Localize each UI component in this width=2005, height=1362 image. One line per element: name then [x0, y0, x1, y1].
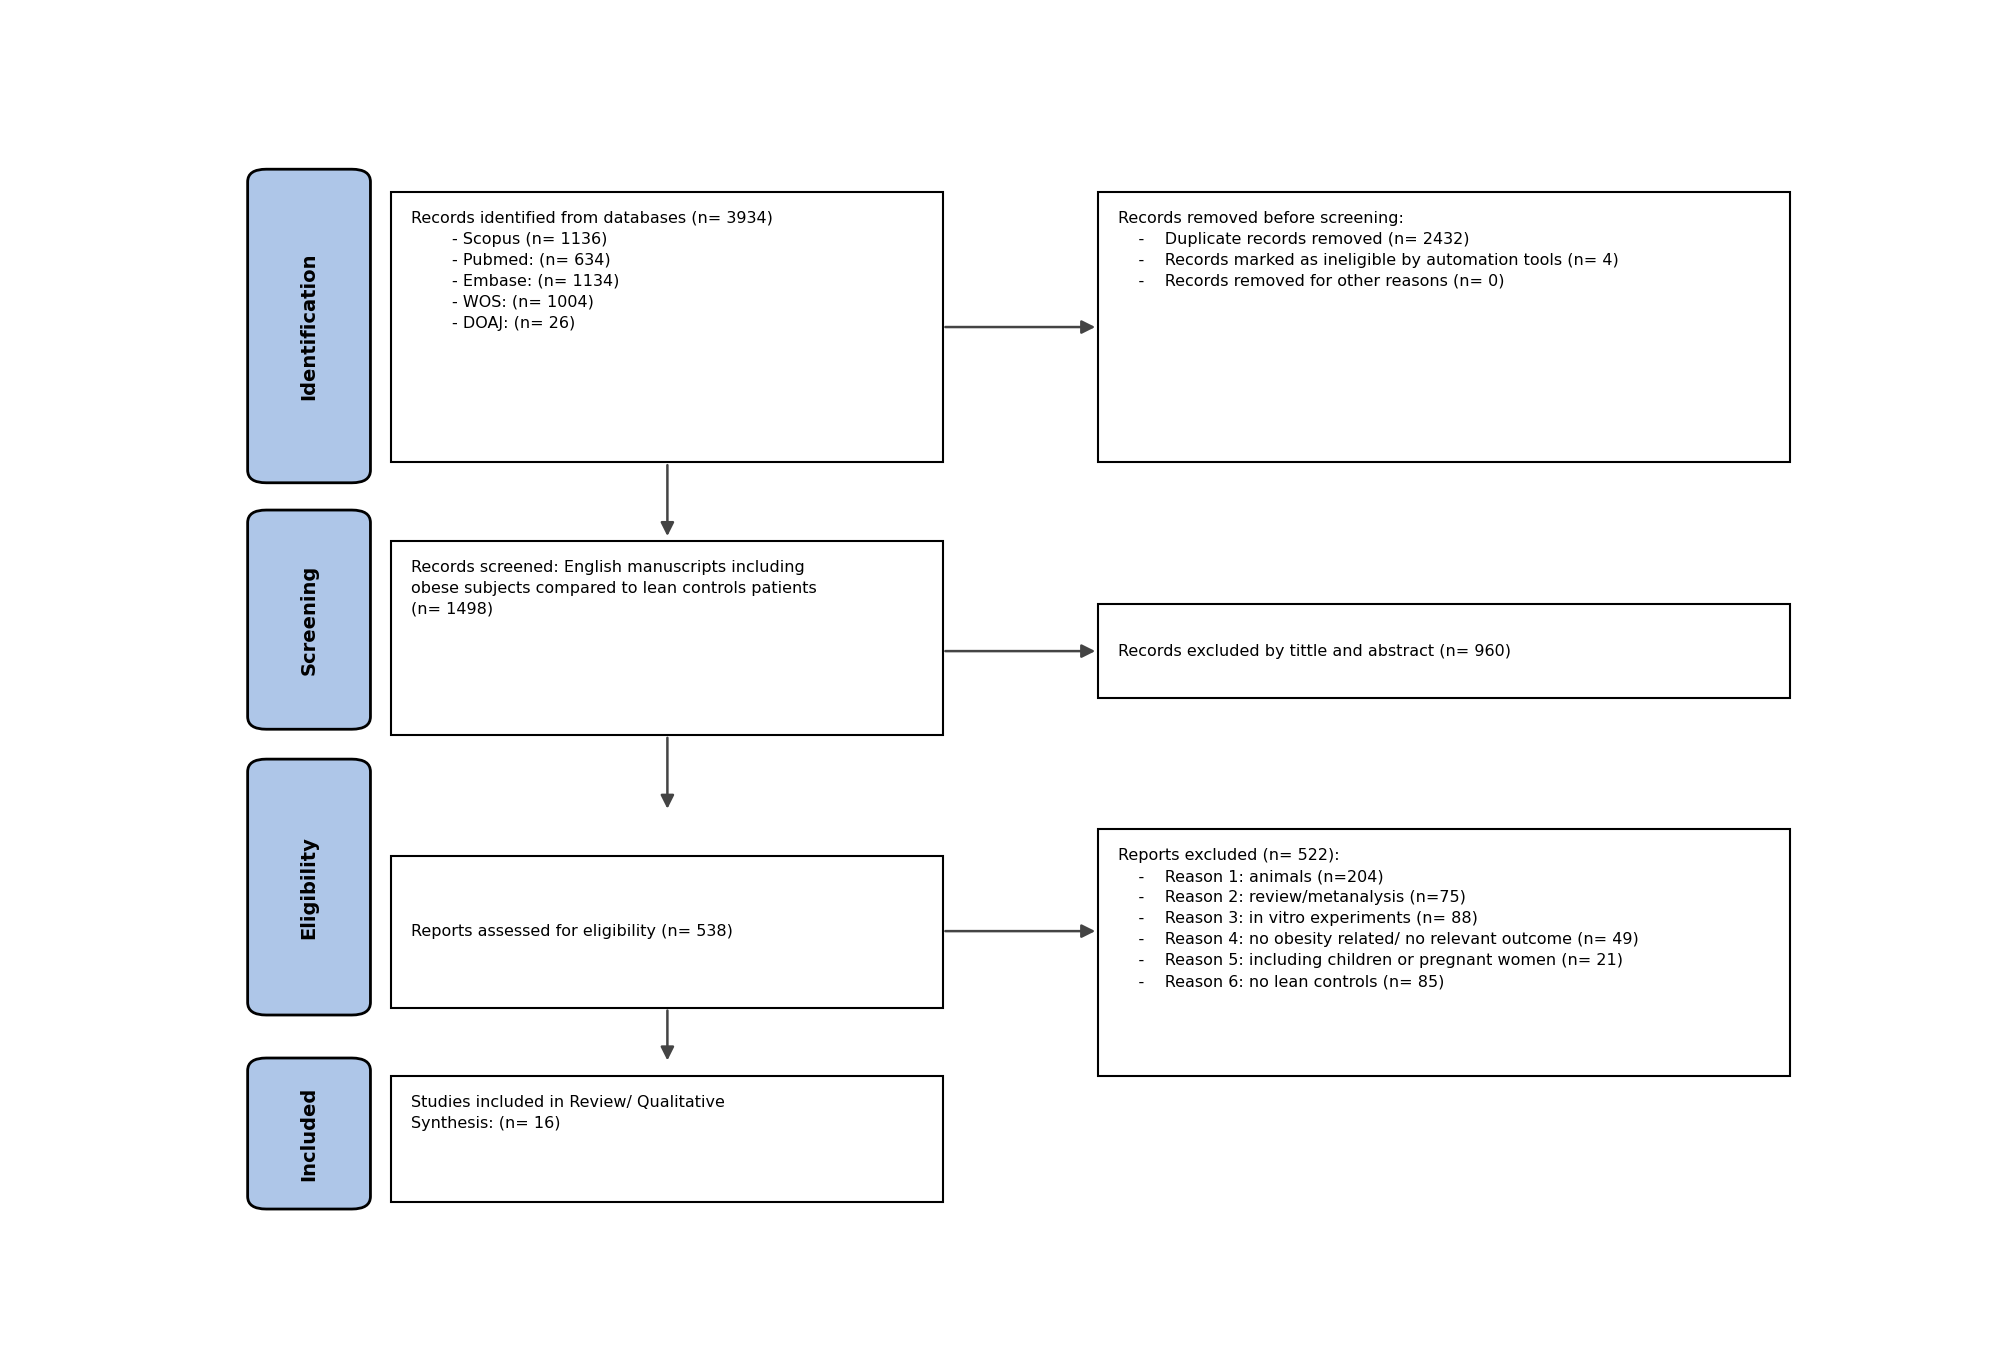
FancyBboxPatch shape: [247, 169, 371, 482]
FancyBboxPatch shape: [391, 541, 942, 735]
Text: Reports excluded (n= 522):
    -    Reason 1: animals (n=204)
    -    Reason 2:: Reports excluded (n= 522): - Reason 1: a…: [1117, 849, 1638, 989]
FancyBboxPatch shape: [391, 192, 942, 462]
Text: Records removed before screening:
    -    Duplicate records removed (n= 2432)
 : Records removed before screening: - Dupl…: [1117, 211, 1618, 289]
Text: Eligibility: Eligibility: [299, 836, 319, 938]
Text: Records identified from databases (n= 3934)
        - Scopus (n= 1136)
        -: Records identified from databases (n= 39…: [411, 211, 772, 331]
Text: Screening: Screening: [299, 564, 319, 674]
Text: Included: Included: [299, 1087, 319, 1181]
Text: Studies included in Review/ Qualitative
Synthesis: (n= 16): Studies included in Review/ Qualitative …: [411, 1095, 724, 1130]
FancyBboxPatch shape: [247, 1058, 371, 1209]
Text: Reports assessed for eligibility (n= 538): Reports assessed for eligibility (n= 538…: [411, 925, 732, 940]
FancyBboxPatch shape: [391, 855, 942, 1008]
FancyBboxPatch shape: [247, 759, 371, 1015]
FancyBboxPatch shape: [1097, 192, 1788, 462]
FancyBboxPatch shape: [1097, 603, 1788, 699]
Text: Records screened: English manuscripts including
obese subjects compared to lean : Records screened: English manuscripts in…: [411, 560, 816, 617]
FancyBboxPatch shape: [1097, 829, 1788, 1076]
FancyBboxPatch shape: [247, 509, 371, 729]
Text: Records excluded by tittle and abstract (n= 960): Records excluded by tittle and abstract …: [1117, 644, 1510, 659]
Text: Identification: Identification: [299, 252, 319, 399]
FancyBboxPatch shape: [391, 1076, 942, 1201]
